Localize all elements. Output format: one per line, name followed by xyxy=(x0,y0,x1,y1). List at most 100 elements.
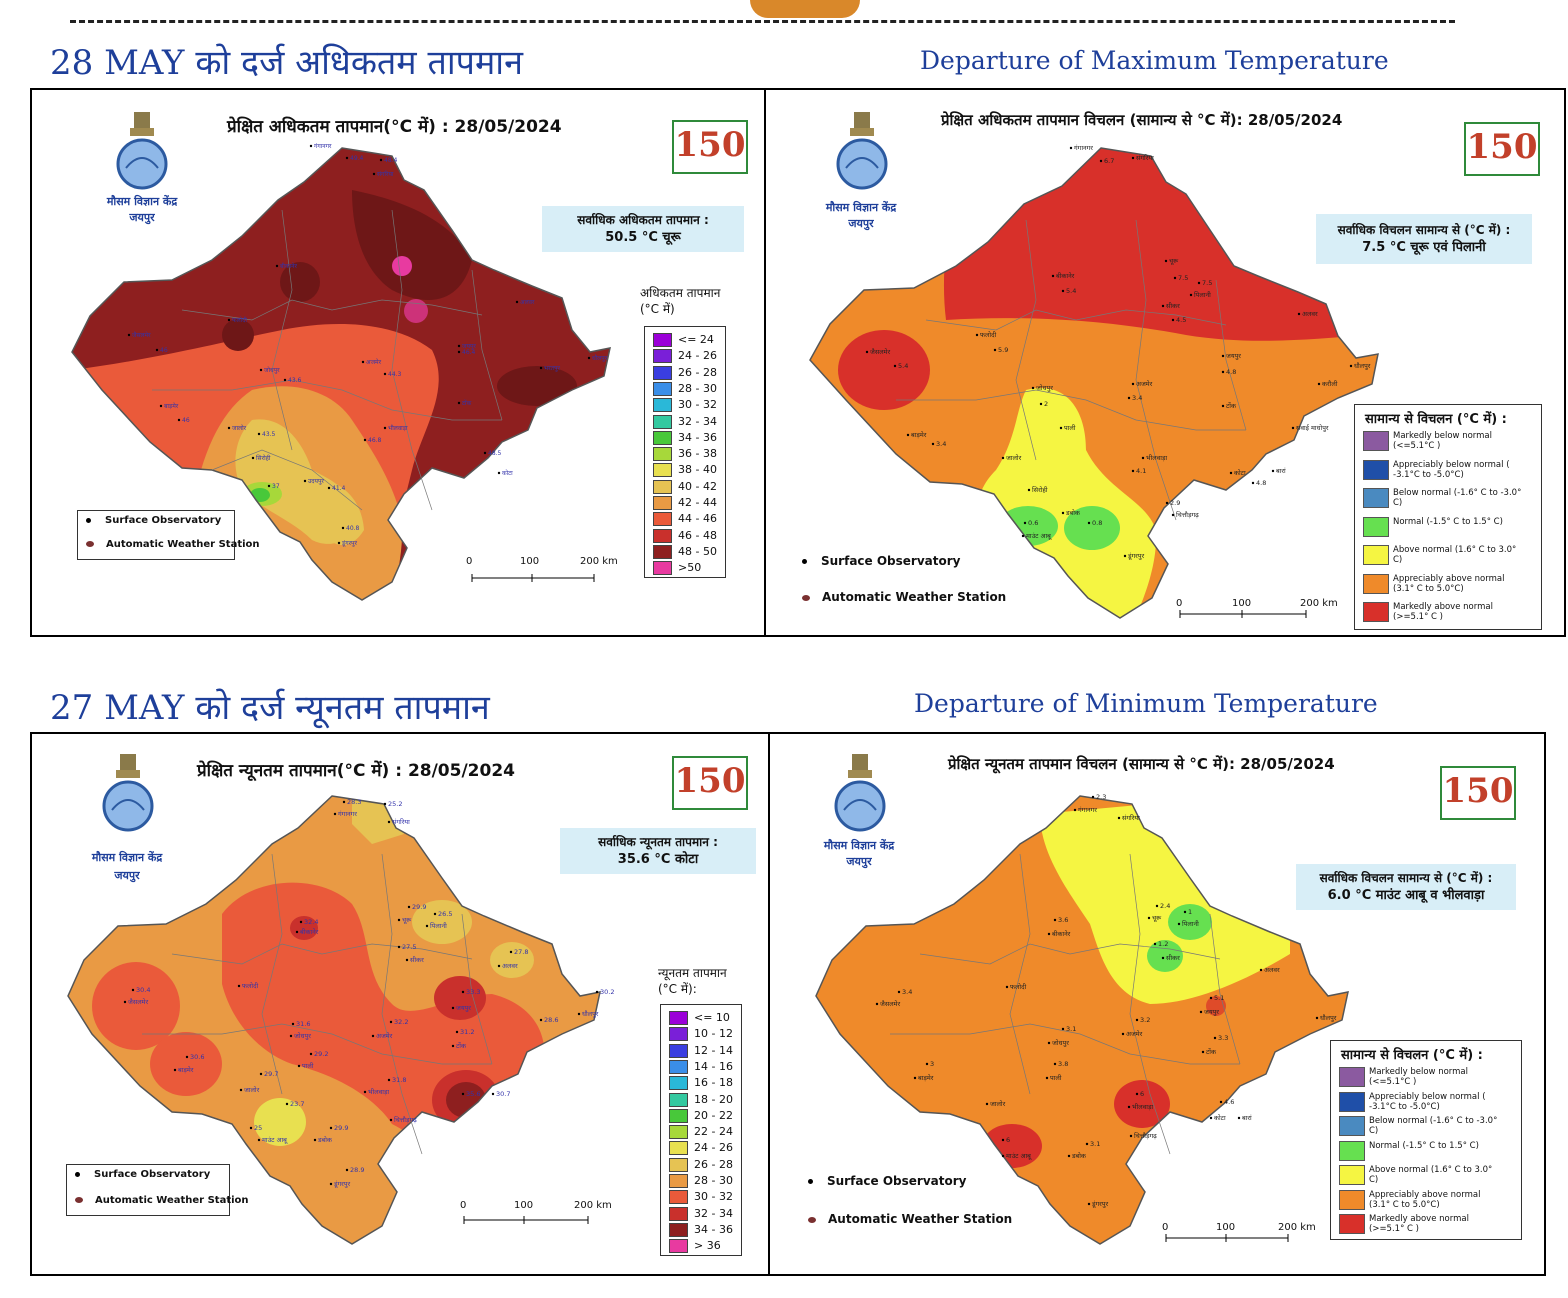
station-marker xyxy=(327,486,331,490)
legend-title: अधिकतम तापमान xyxy=(640,286,721,300)
station-label: 30.4 xyxy=(136,986,150,994)
station-label: 43.6 xyxy=(288,377,302,384)
legend-swatch xyxy=(669,1190,688,1205)
station-marker xyxy=(342,800,346,804)
station-marker xyxy=(1021,534,1025,538)
station-label: 32.4 xyxy=(304,918,318,926)
legend-label: 32 - 34 xyxy=(678,414,717,428)
legend-item: Appreciably below normal ( -3.1°C to -5.… xyxy=(1363,459,1533,482)
legend-swatch xyxy=(1339,1067,1365,1087)
station-marker xyxy=(397,918,401,922)
stat-label: सर्वाधिक विचलन सामान्य से (°C में) : xyxy=(1337,223,1511,237)
legend-label: Above normal (1.6° C to 3.0° C) xyxy=(1393,545,1517,565)
station-label: 48.4 xyxy=(384,157,398,164)
station-marker xyxy=(239,1088,243,1092)
station-marker xyxy=(1153,942,1157,946)
surface-observatory-key: Surface Observatory xyxy=(75,1169,210,1180)
station-label: माउंट आबू xyxy=(262,1136,288,1144)
station-marker xyxy=(1221,354,1225,358)
station-label: 0.6 xyxy=(1028,519,1038,527)
legend-label: Markedly above normal (>=5.1° C ) xyxy=(1369,1214,1469,1234)
station-marker xyxy=(1161,956,1165,960)
station-label: 4.5 xyxy=(1176,316,1186,324)
station-label: जैसलमेर xyxy=(870,348,891,356)
legend-item: 42 - 44 xyxy=(653,496,717,510)
org-name: मौसम विज्ञान केंद्र xyxy=(106,195,178,208)
station-label: जोधपुर xyxy=(1036,384,1053,392)
legend-label: 24 - 26 xyxy=(694,1141,733,1155)
station-marker xyxy=(1001,1154,1005,1158)
station-marker xyxy=(1053,918,1057,922)
legend-item: 44 - 46 xyxy=(653,512,717,527)
scale-200: 200 km xyxy=(580,556,618,567)
legend-label: 24 - 26 xyxy=(678,349,717,363)
station-marker xyxy=(577,1012,581,1016)
station-label: 0.8 xyxy=(1092,519,1102,527)
station-marker xyxy=(407,905,411,909)
station-marker xyxy=(425,924,429,928)
station-label: 6 xyxy=(1006,1136,1010,1144)
station-marker xyxy=(539,366,543,370)
station-marker xyxy=(1131,382,1135,386)
station-marker xyxy=(1209,996,1213,1000)
station-marker xyxy=(1164,259,1168,263)
org-city: जयपुर xyxy=(848,217,874,230)
station-marker xyxy=(291,1022,295,1026)
legend-item: Markedly above normal (>=5.1° C ) xyxy=(1339,1214,1509,1236)
scale-100: 100 xyxy=(520,556,540,567)
station-label: 4.1 xyxy=(1136,467,1146,475)
station-label: टोंक xyxy=(1226,402,1237,410)
station-marker xyxy=(1051,274,1055,278)
station-marker xyxy=(123,1000,127,1004)
scale-0: 0 xyxy=(1176,598,1183,609)
station-marker xyxy=(371,1034,375,1038)
station-label: 7.5 xyxy=(1202,279,1212,287)
station-marker xyxy=(227,426,231,430)
station-marker xyxy=(906,433,910,437)
station-label: सीकर xyxy=(1166,302,1180,310)
legend-swatch xyxy=(653,365,672,380)
station-marker xyxy=(1131,156,1135,160)
station-label: सिरोही xyxy=(1032,486,1048,494)
station-label: 29.2 xyxy=(314,1050,328,1058)
station-marker xyxy=(295,930,299,934)
station-marker xyxy=(237,984,241,988)
station-marker xyxy=(975,333,979,337)
legend-item: 28 - 30 xyxy=(653,381,717,396)
station-marker xyxy=(1085,1142,1089,1146)
station-label: फलोदी xyxy=(242,982,259,990)
station-marker xyxy=(1317,382,1321,386)
station-marker xyxy=(1199,1010,1203,1014)
station-label: अलवर xyxy=(520,299,535,306)
station-marker xyxy=(1129,1134,1133,1138)
station-marker xyxy=(1073,808,1077,812)
station-marker xyxy=(1161,304,1165,308)
station-marker xyxy=(1221,404,1225,408)
station-label: सीकर xyxy=(1166,954,1180,962)
station-label: 29.7 xyxy=(264,1070,278,1078)
station-label: 3.8 xyxy=(1058,1060,1068,1068)
station-marker xyxy=(249,1126,253,1130)
legend-swatch xyxy=(1363,459,1389,480)
legend-item: 32 - 34 xyxy=(653,414,717,429)
org-city: जयपुर xyxy=(129,211,155,224)
station-marker xyxy=(451,1006,455,1010)
station-label: 25 xyxy=(254,1124,262,1132)
station-label: फलोदी xyxy=(232,316,247,324)
station-marker xyxy=(587,356,591,360)
legend-swatch xyxy=(653,414,672,429)
legend-label: <= 10 xyxy=(694,1011,730,1024)
legend-swatch xyxy=(669,1108,688,1123)
station-label: पाली xyxy=(1064,424,1076,432)
station-label: 44.3 xyxy=(388,371,402,378)
station-label: बाड़मेर xyxy=(918,1074,934,1082)
station-label: 32.2 xyxy=(394,1018,408,1026)
station-marker xyxy=(451,1044,455,1048)
station-marker xyxy=(1189,293,1193,297)
station-marker xyxy=(1001,1138,1005,1142)
station-label: कोटा xyxy=(502,469,513,477)
legend-item: 26 - 28 xyxy=(669,1157,733,1172)
station-marker xyxy=(285,1102,289,1106)
station-marker xyxy=(865,350,869,354)
legend-item: 22 - 24 xyxy=(669,1125,733,1140)
